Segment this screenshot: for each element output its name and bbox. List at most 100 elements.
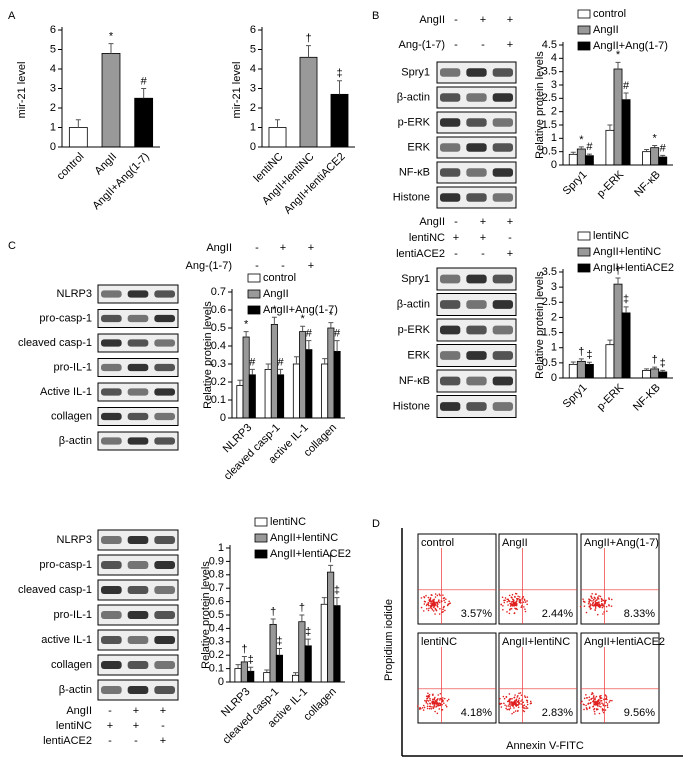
significance-mark: * bbox=[616, 49, 621, 61]
flow-dot bbox=[522, 601, 525, 603]
blot-band bbox=[127, 339, 149, 347]
significance-mark: # bbox=[278, 356, 285, 368]
flow-dot bbox=[507, 604, 509, 606]
flow-dot bbox=[441, 700, 444, 702]
bar bbox=[621, 99, 631, 166]
y-tick-label: 0 bbox=[218, 676, 224, 688]
flow-dot bbox=[529, 700, 532, 703]
blot-label: β-actin bbox=[397, 298, 430, 310]
flow-dot bbox=[596, 704, 599, 706]
flow-dot bbox=[521, 698, 523, 701]
flow-dot bbox=[513, 707, 515, 709]
flow-dot bbox=[441, 709, 443, 711]
flow-dot bbox=[585, 704, 587, 707]
flow-panel bbox=[417, 632, 497, 724]
flow-dot bbox=[517, 699, 520, 702]
blot-band bbox=[154, 339, 175, 347]
legend-swatch bbox=[577, 263, 591, 273]
error-bar bbox=[264, 669, 270, 673]
legend-swatch bbox=[577, 9, 591, 19]
blot-label: β-actin bbox=[397, 91, 430, 103]
significance-mark: † bbox=[578, 346, 584, 358]
flow-dot bbox=[424, 699, 426, 702]
flow-dot bbox=[509, 608, 512, 610]
flow-dot bbox=[445, 598, 447, 600]
flow-dot bbox=[433, 698, 436, 701]
blot-label: pro-casp-1 bbox=[39, 312, 92, 324]
error-bar bbox=[570, 151, 576, 155]
error-bar bbox=[275, 119, 280, 128]
error-bar bbox=[570, 361, 576, 365]
error-bar bbox=[237, 379, 243, 386]
legend-label: AngII+Ang(1-7) bbox=[263, 304, 338, 316]
error-bar bbox=[278, 368, 284, 375]
flow-dot bbox=[503, 702, 505, 705]
significance-mark: * bbox=[329, 310, 334, 322]
blot-band bbox=[101, 536, 122, 544]
bar bbox=[270, 323, 278, 419]
significance-mark: † bbox=[299, 602, 305, 614]
flow-dot bbox=[508, 700, 510, 703]
blot-band bbox=[492, 68, 513, 77]
bar bbox=[327, 327, 335, 419]
flow-dot bbox=[501, 596, 504, 599]
flow-panel-label: AngII+Ang(1-7) bbox=[584, 537, 659, 549]
flow-dot bbox=[511, 601, 513, 603]
flow-panel-label: AngII+lentiNC bbox=[502, 636, 570, 648]
flow-dot bbox=[438, 708, 441, 710]
flow-dot bbox=[591, 600, 593, 602]
flow-dot bbox=[425, 604, 428, 607]
bar bbox=[275, 654, 284, 683]
flow-dot bbox=[430, 602, 432, 604]
flow-dot bbox=[525, 705, 527, 708]
error-bar bbox=[300, 325, 306, 332]
flow-dot bbox=[514, 699, 516, 702]
condition-sign: + bbox=[308, 260, 314, 272]
flow-dot bbox=[503, 599, 505, 602]
panel-letter: D bbox=[372, 518, 380, 530]
bar bbox=[291, 674, 300, 683]
significance-mark: * bbox=[109, 31, 114, 43]
bar bbox=[234, 668, 242, 683]
error-bar bbox=[243, 331, 249, 337]
flow-dot bbox=[504, 597, 507, 599]
flow-dot bbox=[525, 707, 527, 710]
flow-dot bbox=[583, 605, 586, 607]
flow-dot bbox=[427, 602, 430, 604]
flow-dot bbox=[514, 701, 516, 704]
blot-band bbox=[440, 168, 461, 177]
blot-band bbox=[101, 686, 122, 694]
flow-dot bbox=[522, 595, 525, 598]
flow-dot bbox=[516, 603, 518, 605]
flow-dot bbox=[436, 701, 439, 704]
legend-label: AngII+lentiACE2 bbox=[593, 262, 674, 274]
flow-dot bbox=[430, 600, 433, 603]
flow-dot bbox=[593, 603, 596, 606]
flow-dot bbox=[601, 606, 604, 609]
blot-label: active IL-1 bbox=[41, 634, 92, 646]
condition-label: lentiACE2 bbox=[396, 248, 445, 260]
y-tick-label: 4 bbox=[250, 63, 256, 75]
blot-label: cleaved casp-1 bbox=[18, 337, 92, 349]
blot-band bbox=[466, 118, 487, 127]
condition-sign: + bbox=[480, 232, 486, 244]
bar bbox=[299, 331, 307, 419]
y-tick-label: 1 bbox=[551, 342, 557, 354]
flow-dot bbox=[506, 708, 509, 711]
condition-sign: + bbox=[280, 242, 286, 254]
blot-band bbox=[127, 536, 149, 544]
flow-dot bbox=[602, 599, 605, 602]
blot-band bbox=[154, 636, 175, 644]
flow-dot bbox=[422, 704, 425, 707]
legend-label: lentiNC bbox=[593, 230, 629, 242]
y-tick-label: 2 bbox=[50, 102, 56, 114]
y-tick-label: 0.2 bbox=[209, 649, 224, 661]
y-tick-label: 2.5 bbox=[542, 296, 557, 308]
condition-sign: + bbox=[453, 232, 459, 244]
flow-dot bbox=[526, 603, 529, 606]
y-tick-label: 3 bbox=[551, 79, 557, 91]
blot-label: p-ERK bbox=[398, 116, 431, 128]
flow-dot bbox=[441, 611, 443, 614]
y-tick-label: 0.1 bbox=[211, 394, 226, 406]
blot-band bbox=[101, 339, 122, 347]
